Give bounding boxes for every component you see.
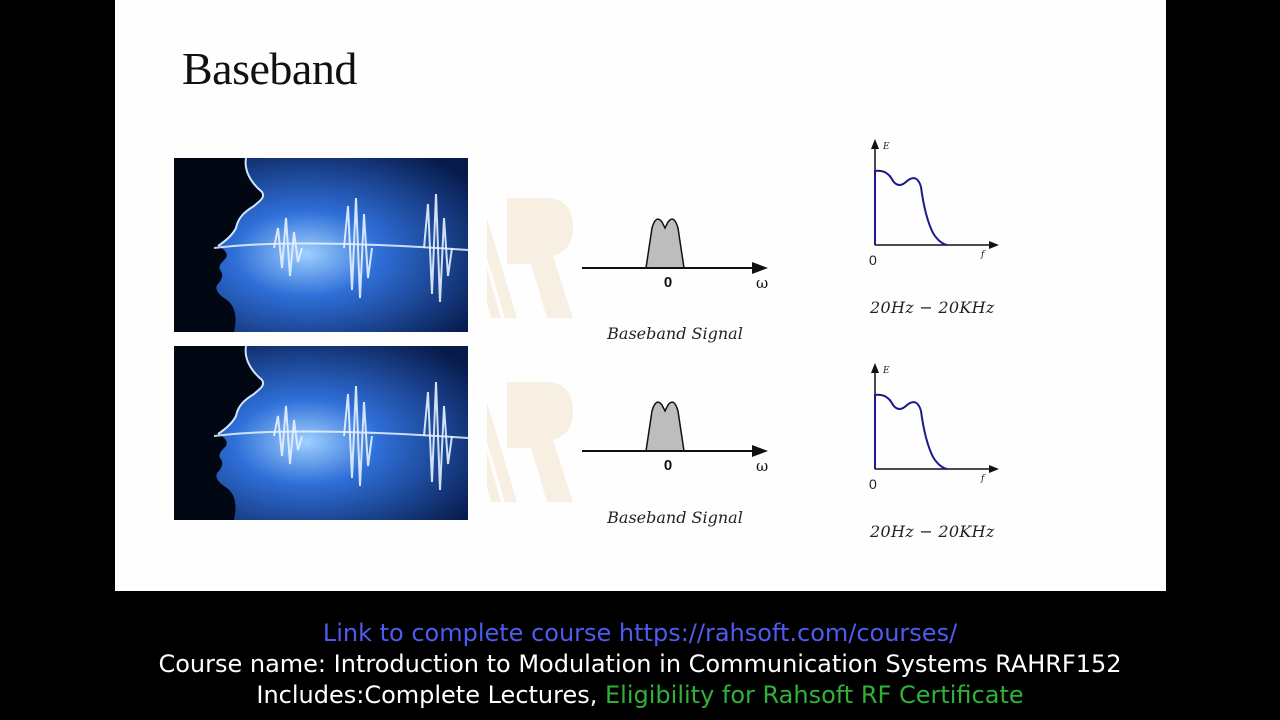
energy-origin-label: 0	[869, 476, 877, 492]
watermark-logo	[487, 198, 573, 318]
spectrum-axis-symbol: ω	[756, 457, 768, 475]
spectrum-origin-label: 0	[664, 457, 672, 474]
baseband-signal-caption: Baseband Signal	[607, 508, 743, 527]
energy-x-label: f	[980, 250, 986, 260]
course-name: Course name: Introduction to Modulation …	[158, 650, 1122, 678]
baseband-signal-caption: Baseband Signal	[607, 324, 743, 343]
slide-title: Baseband	[182, 43, 357, 94]
spectrum-axis-symbol: ω	[756, 274, 768, 292]
energy-spectrum-plot: E f 0	[867, 137, 1007, 272]
energy-y-label: E	[882, 142, 890, 152]
frequency-range-label: 20Hz − 20KHz	[870, 298, 995, 317]
energy-origin-label: 0	[869, 252, 877, 268]
energy-x-label: f	[980, 474, 986, 484]
energy-y-label: E	[882, 366, 890, 376]
voice-wave-image	[174, 158, 468, 332]
course-includes: Includes:Complete Lectures, Eligibility …	[0, 680, 1280, 711]
spectrum-origin-label: 0	[664, 274, 672, 291]
course-footer: Link to complete course https://rahsoft.…	[0, 618, 1280, 711]
frequency-range-label: 20Hz − 20KHz	[870, 522, 995, 541]
baseband-spectrum-plot: 0 ω	[582, 208, 772, 298]
slide: Baseband	[115, 0, 1166, 591]
energy-spectrum-plot: E f 0	[867, 361, 1007, 496]
baseband-spectrum-plot: 0 ω	[582, 391, 772, 481]
voice-wave-image	[174, 346, 468, 520]
watermark-logo	[487, 382, 573, 502]
course-link[interactable]: Link to complete course https://rahsoft.…	[322, 619, 958, 647]
includes-prefix: Includes:Complete Lectures,	[256, 681, 606, 709]
certificate-eligibility: Eligibility for Rahsoft RF Certificate	[605, 681, 1024, 709]
